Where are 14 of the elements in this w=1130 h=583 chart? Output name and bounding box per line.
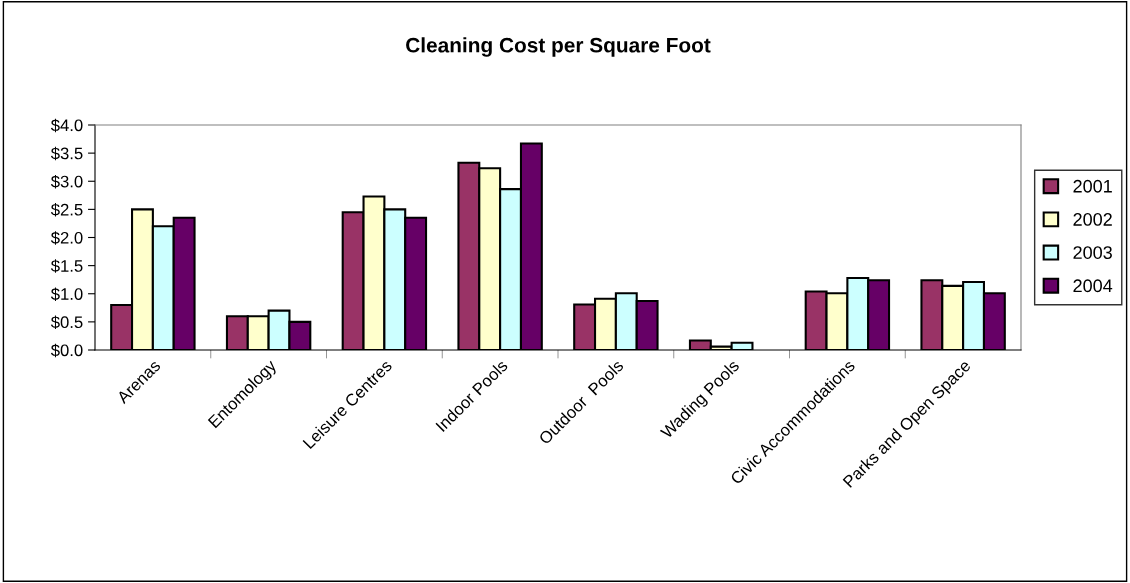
y-tick-label: $3.0 — [50, 174, 83, 189]
chart-title: Cleaning Cost per Square Foot — [406, 37, 711, 57]
y-tick-label: $0.5 — [50, 315, 83, 330]
legend-label: 2004 — [1073, 279, 1113, 293]
y-tick-label: $4.0 — [50, 118, 83, 133]
legend-label: 2001 — [1073, 179, 1112, 193]
y-tick-label: $2.5 — [50, 203, 83, 217]
legend-label: 2002 — [1073, 213, 1112, 226]
legend-label: 2003 — [1073, 246, 1112, 259]
y-tick-label: $0.0 — [50, 343, 83, 358]
y-tick-label: $1.5 — [50, 259, 83, 273]
y-tick-label: $1.0 — [50, 287, 83, 301]
y-tick-label: $3.5 — [50, 146, 83, 161]
y-tick-label: $2.0 — [50, 231, 83, 245]
